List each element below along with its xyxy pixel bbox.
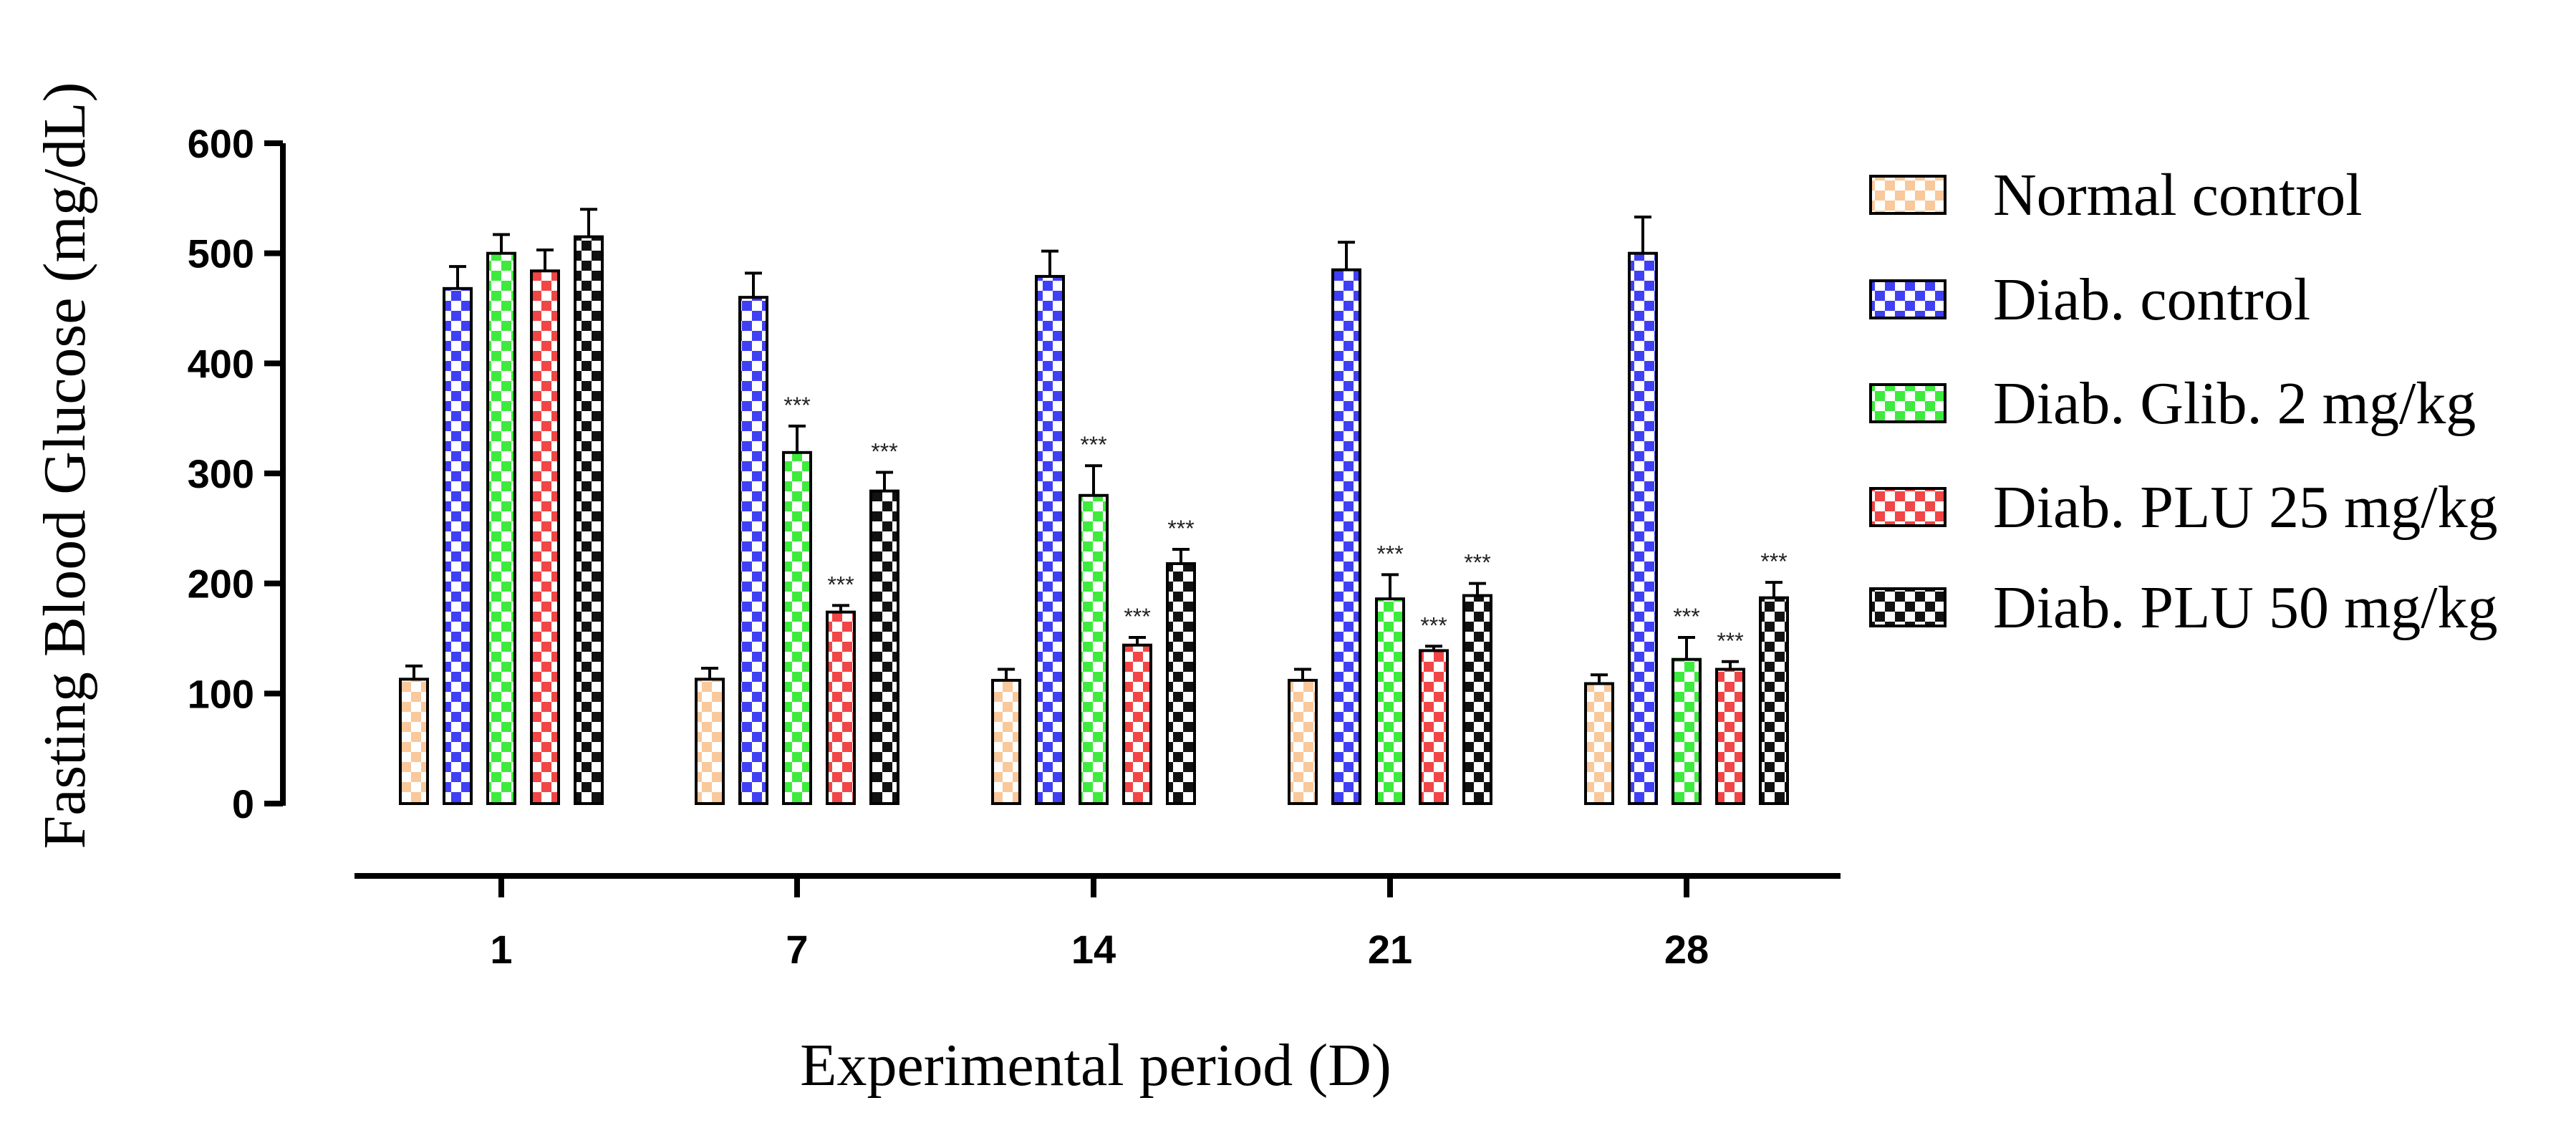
- x-tick-label: 28: [1664, 927, 1709, 972]
- legend-label: Diab. control: [1993, 266, 2310, 333]
- bar: [991, 678, 1021, 805]
- y-tick-label: 500: [188, 231, 254, 276]
- significance-label: ***: [1167, 516, 1194, 541]
- significance-label: ***: [1420, 612, 1447, 638]
- y-axis-ticks: 0 100 200 300 400 500 600: [188, 121, 283, 826]
- bar: [695, 678, 725, 806]
- bar: [869, 489, 899, 805]
- x-tick-label: 14: [1071, 927, 1116, 972]
- legend-swatch: [1869, 279, 1947, 319]
- significance-label: ***: [1080, 432, 1106, 458]
- bar: [486, 251, 516, 805]
- y-tick-label: 0: [232, 781, 254, 826]
- bar: [826, 610, 856, 805]
- significance-label: ***: [783, 392, 810, 418]
- bar: [1671, 657, 1702, 805]
- bar: [1375, 597, 1405, 805]
- bar: [399, 678, 429, 806]
- y-tick-label: 400: [188, 341, 254, 386]
- x-axis-ticks: 1 7 14 21 28: [490, 876, 1709, 972]
- legend-label: Diab. Glib. 2 mg/kg: [1993, 370, 2476, 437]
- legend-swatch: [1869, 487, 1947, 527]
- bar: [1628, 251, 1658, 805]
- significance-label: ***: [1464, 550, 1490, 576]
- bar: [1166, 562, 1196, 805]
- bar: [1462, 594, 1492, 805]
- significance-label: ***: [1760, 549, 1787, 574]
- significance-label: ***: [1717, 628, 1743, 654]
- legend-swatch: [1869, 587, 1947, 627]
- y-tick-label: 600: [188, 121, 254, 166]
- significance-label: ***: [827, 572, 854, 597]
- bar: [443, 286, 473, 805]
- bar: [1584, 682, 1614, 806]
- legend-swatch: [1869, 175, 1947, 215]
- bar: [738, 296, 768, 805]
- y-tick-label: 300: [188, 451, 254, 496]
- bar: [1035, 274, 1065, 806]
- bars: *** *** *** *** *** *** *** *** *** *** *** ***: [399, 208, 1789, 806]
- y-axis-title: Fasting Blood Glucose (mg/dL): [32, 82, 98, 849]
- bar: [1288, 678, 1318, 805]
- bar: [1715, 667, 1745, 805]
- bar: [530, 269, 560, 805]
- bar: [782, 450, 812, 805]
- x-axis-title: Experimental period (D): [800, 1032, 1391, 1099]
- legend-swatch: [1869, 383, 1947, 423]
- bar: [1419, 649, 1449, 805]
- bar: [1331, 268, 1361, 805]
- significance-label: ***: [1376, 541, 1403, 567]
- bar: [574, 235, 604, 806]
- legend: Normal control Diab. control Diab. Glib. 2…: [1869, 162, 2498, 641]
- bar: [1122, 643, 1152, 805]
- significance-label: ***: [871, 438, 897, 464]
- legend-label: Diab. PLU 50 mg/kg: [1993, 574, 2498, 641]
- y-tick-label: 100: [188, 671, 254, 716]
- bar: [1079, 493, 1109, 805]
- y-tick-label: 200: [188, 562, 254, 607]
- legend-label: Diab. PLU 25 mg/kg: [1993, 474, 2498, 541]
- significance-label: ***: [1124, 604, 1150, 630]
- x-tick-label: 7: [786, 927, 808, 972]
- x-tick-label: 1: [490, 927, 512, 972]
- bar: [1759, 596, 1789, 805]
- legend-label: Normal control: [1993, 162, 2363, 228]
- x-tick-label: 21: [1368, 927, 1412, 972]
- significance-label: ***: [1673, 604, 1699, 630]
